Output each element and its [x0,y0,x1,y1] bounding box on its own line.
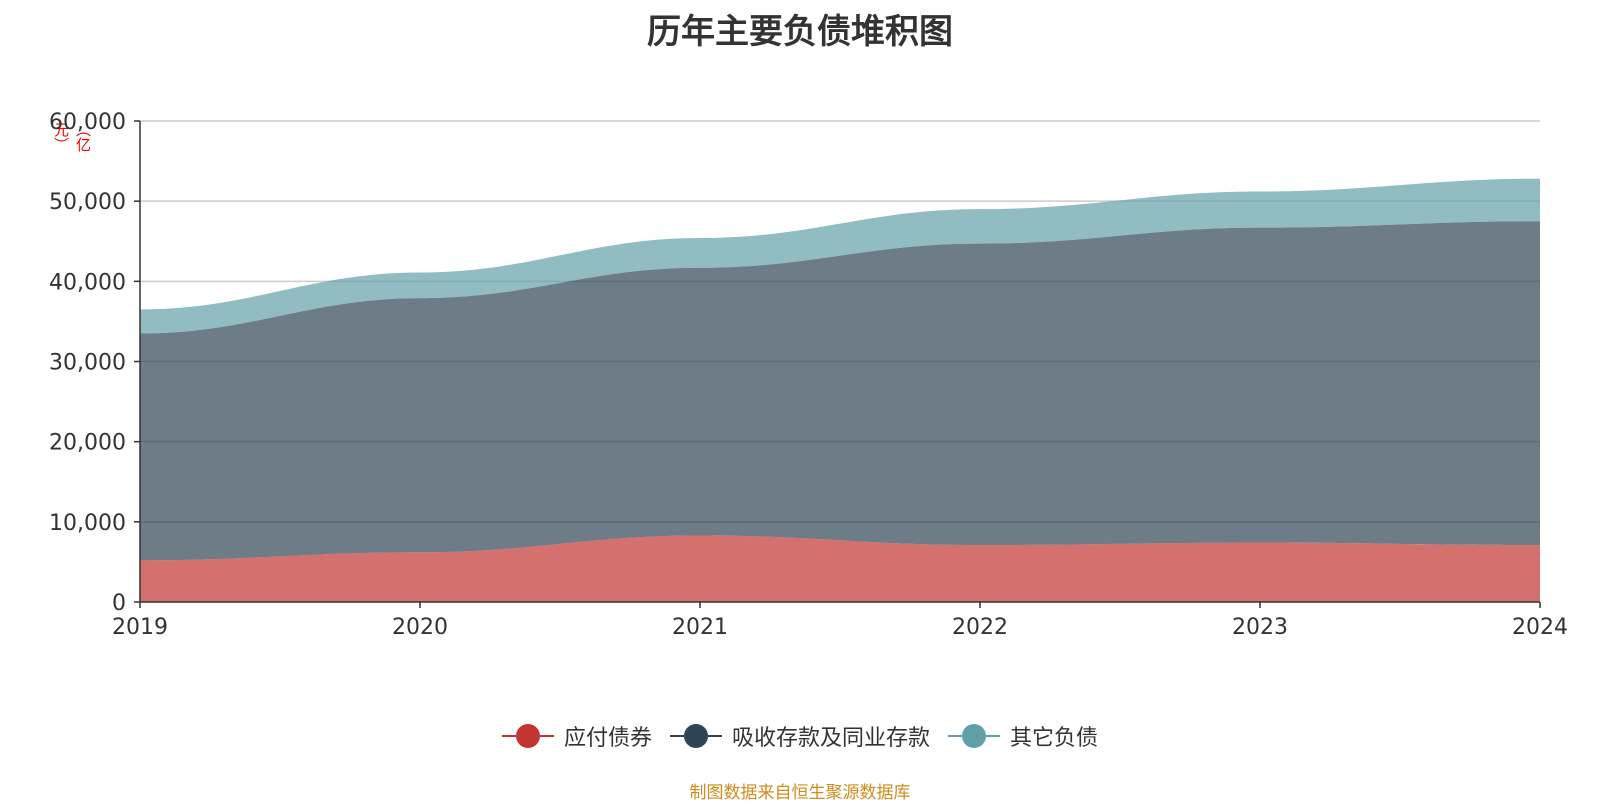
area-series-3 [140,178,1540,334]
x-tick-label: 2019 [112,615,168,640]
x-tick-label: 2021 [672,615,728,640]
y-tick-label: 10,000 [49,511,126,536]
legend-item[interactable]: 其它负债 [948,720,1098,752]
legend-item[interactable]: 吸收存款及同业存款 [669,720,930,752]
y-axis-unit-label: （亿元） [52,122,92,152]
y-tick-label: 0 [112,591,126,616]
x-tick-label: 2023 [1232,615,1288,640]
legend: 应付债券 吸收存款及同业存款 其它负债 [0,720,1600,752]
legend-label: 应付债券 [563,726,652,751]
y-tick-label: 20,000 [49,431,126,456]
area-series-2 [140,221,1540,561]
legend-label: 其它负债 [1010,726,1099,751]
y-tick-label: 50,000 [49,190,126,215]
area-series [140,178,1540,602]
area-series-1 [140,535,1540,602]
y-tick-label: 40,000 [49,270,126,295]
source-note: 制图数据来自恒生聚源数据库 [689,783,911,803]
y-tick-label: 60,000 [49,110,126,135]
y-tick-label: 30,000 [49,351,126,376]
x-tick-label: 2020 [392,615,448,640]
axes [134,120,1541,608]
chart-title: 历年主要负债堆积图 [647,12,953,52]
legend-marker-icon [501,724,554,748]
legend-item[interactable]: 应付债券 [501,720,652,752]
legend-marker-icon [948,724,1000,748]
chart-plot: 0 10,000 20,000 30,000 40,000 50,000 60,000 201… [49,110,1568,640]
x-tick-label: 2022 [952,615,1008,640]
legend-label: 吸收存款及同业存款 [731,726,930,751]
tick-labels: 0 10,000 20,000 30,000 40,000 50,000 60,000 201… [49,110,1568,640]
legend-marker-icon [669,724,722,748]
x-tick-label: 2024 [1512,615,1568,640]
